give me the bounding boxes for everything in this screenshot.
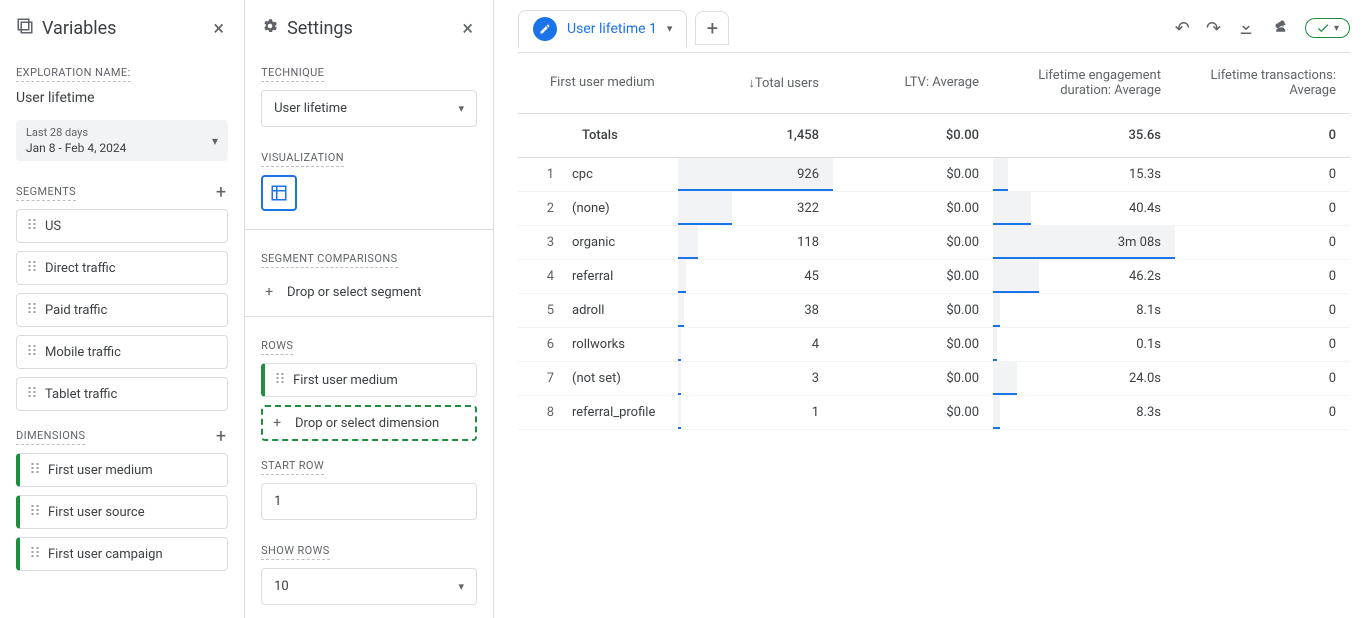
add-tab-button[interactable]: + — [695, 11, 729, 45]
download-button[interactable] — [1237, 19, 1255, 37]
settings-title: Settings — [287, 18, 353, 39]
drag-handle-icon — [27, 386, 37, 402]
table-row[interactable]: 2(none)322$0.0040.4s0 — [518, 191, 1350, 225]
exploration-name-label: EXPLORATION NAME: — [16, 66, 131, 82]
col-header-medium[interactable]: First user medium — [518, 53, 678, 113]
technique-label: TECHNIQUE — [261, 66, 324, 82]
data-table: First user medium ↓Total users LTV: Aver… — [518, 52, 1350, 430]
exploration-name-value[interactable]: User lifetime — [16, 90, 228, 106]
col-header-ltv[interactable]: LTV: Average — [833, 53, 993, 113]
totals-row: Totals 1,458 $0.00 35.6s 0 — [518, 113, 1350, 157]
date-range-picker[interactable]: Last 28 days Jan 8 - Feb 4, 2024 ▾ — [16, 120, 228, 161]
table-row[interactable]: 8referral_profile1$0.008.3s0 — [518, 395, 1350, 429]
col-header-tx[interactable]: Lifetime transactions: Average — [1175, 53, 1350, 113]
layers-icon — [16, 17, 34, 40]
tab-label: User lifetime 1 — [567, 21, 657, 37]
gear-icon — [261, 17, 279, 40]
table-row[interactable]: 3organic118$0.003m 08s0 — [518, 225, 1350, 259]
redo-button[interactable]: ↷ — [1206, 18, 1221, 39]
pencil-icon — [533, 17, 557, 41]
rows-active-chip[interactable]: First user medium — [261, 363, 477, 397]
drag-handle-icon — [27, 260, 37, 276]
main-panel: User lifetime 1 ▾ + ↶ ↷ ▾ — [494, 0, 1366, 618]
segment-chip[interactable]: Mobile traffic — [16, 335, 228, 369]
drag-handle-icon — [30, 546, 40, 562]
segment-chip[interactable]: Paid traffic — [16, 293, 228, 327]
segment-chip[interactable]: US — [16, 209, 228, 243]
add-dimension-button[interactable]: + — [214, 424, 228, 449]
dimension-chip[interactable]: First user medium — [16, 453, 228, 487]
drag-handle-icon — [27, 344, 37, 360]
dimensions-label: DIMENSIONS — [16, 429, 85, 445]
segment-chip[interactable]: Direct traffic — [16, 251, 228, 285]
start-row-input[interactable]: 1 — [261, 483, 477, 520]
segment-chip[interactable]: Tablet traffic — [16, 377, 228, 411]
table-row[interactable]: 6rollworks4$0.000.1s0 — [518, 327, 1350, 361]
variables-panel: Variables × EXPLORATION NAME: User lifet… — [0, 0, 245, 618]
date-range-value: Jan 8 - Feb 4, 2024 — [26, 141, 206, 155]
dimension-chip[interactable]: First user campaign — [16, 537, 228, 571]
drag-handle-icon — [30, 462, 40, 478]
tab-menu-button[interactable]: ▾ — [667, 22, 673, 35]
table-row[interactable]: 1cpc926$0.0015.3s0 — [518, 157, 1350, 191]
show-rows-label: SHOW ROWS — [261, 544, 330, 560]
start-row-label: START ROW — [261, 459, 324, 475]
rows-label: ROWS — [261, 339, 293, 355]
date-range-preset: Last 28 days — [26, 126, 206, 139]
drag-handle-icon — [27, 218, 37, 234]
col-header-users[interactable]: ↓Total users — [678, 53, 833, 113]
visualization-label: VISUALIZATION — [261, 151, 344, 167]
segments-label: SEGMENTS — [16, 185, 76, 201]
close-settings-button[interactable]: × — [458, 14, 477, 42]
share-button[interactable] — [1271, 19, 1289, 37]
chevron-down-icon: ▾ — [212, 134, 218, 148]
variables-title: Variables — [42, 18, 116, 39]
undo-button[interactable]: ↶ — [1175, 18, 1190, 39]
rows-dropzone[interactable]: Drop or select dimension — [261, 405, 477, 441]
status-indicator[interactable]: ▾ — [1305, 18, 1350, 38]
table-row[interactable]: 5adroll38$0.008.1s0 — [518, 293, 1350, 327]
close-variables-button[interactable]: × — [209, 14, 228, 42]
visualization-table-button[interactable] — [261, 175, 297, 211]
show-rows-select[interactable]: 10 — [261, 568, 477, 605]
drag-handle-icon — [27, 302, 37, 318]
settings-panel: Settings × TECHNIQUE User lifetime VISUA… — [245, 0, 494, 618]
table-row[interactable]: 4referral45$0.0046.2s0 — [518, 259, 1350, 293]
col-header-engagement[interactable]: Lifetime engagement duration: Average — [993, 53, 1175, 113]
segment-dropzone[interactable]: Drop or select segment — [261, 276, 477, 308]
dimension-chip[interactable]: First user source — [16, 495, 228, 529]
table-row[interactable]: 7(not set)3$0.0024.0s0 — [518, 361, 1350, 395]
add-segment-button[interactable]: + — [214, 180, 228, 205]
drag-handle-icon — [30, 504, 40, 520]
technique-select[interactable]: User lifetime — [261, 90, 477, 127]
exploration-tab[interactable]: User lifetime 1 ▾ — [518, 10, 687, 47]
main-toolbar: User lifetime 1 ▾ + ↶ ↷ ▾ — [518, 4, 1350, 52]
segment-comparisons-label: SEGMENT COMPARISONS — [261, 252, 397, 268]
drag-handle-icon — [275, 372, 285, 388]
